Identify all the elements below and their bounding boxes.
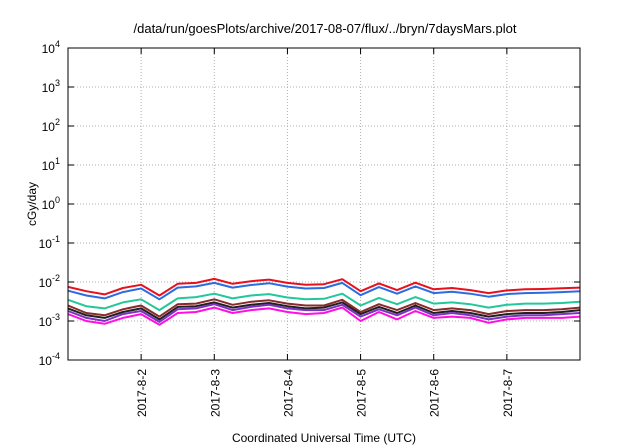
x-tick-label: 2017-8-6 [428, 369, 442, 417]
grid [68, 48, 580, 360]
series-line-6 [67, 303, 581, 323]
y-tick-label: 103 [42, 78, 60, 95]
y-axis-label: cGy/day [25, 182, 39, 226]
y-tick-label: 10-1 [39, 234, 60, 251]
x-tick-label: 2017-8-3 [208, 369, 222, 417]
series-line-2 [67, 281, 581, 301]
series-line-5 [67, 301, 581, 321]
x-tick-label: 2017-8-2 [135, 369, 149, 417]
y-tick-label: 101 [42, 156, 60, 173]
series-line-3 [67, 292, 581, 312]
y-tick-label: 10-2 [39, 273, 60, 290]
x-tick-label: 2017-8-7 [501, 369, 515, 417]
y-axis: 10-4 10-3 10-2 10-1 100 101 102 103 104 [39, 39, 580, 368]
x-axis: 2017-8-2 2017-8-3 2017-8-4 2017-8-5 2017-8-6… [135, 48, 515, 417]
series-line-7 [67, 306, 581, 326]
y-tick-label: 10-4 [39, 351, 60, 368]
series-line-1 [67, 277, 581, 297]
chart-title: /data/run/goesPlots/archive/2017-08-07/f… [134, 21, 517, 36]
x-tick-label: 2017-8-5 [355, 369, 369, 417]
x-axis-label: Coordinated Universal Time (UTC) [232, 431, 416, 445]
y-tick-label: 104 [42, 39, 60, 56]
y-tick-label: 10-3 [39, 312, 60, 329]
series-group [67, 277, 581, 326]
x-tick-label: 2017-8-4 [281, 369, 295, 417]
y-tick-label: 102 [42, 117, 60, 134]
series-line-4 [67, 298, 581, 318]
y-tick-label: 100 [42, 195, 60, 212]
